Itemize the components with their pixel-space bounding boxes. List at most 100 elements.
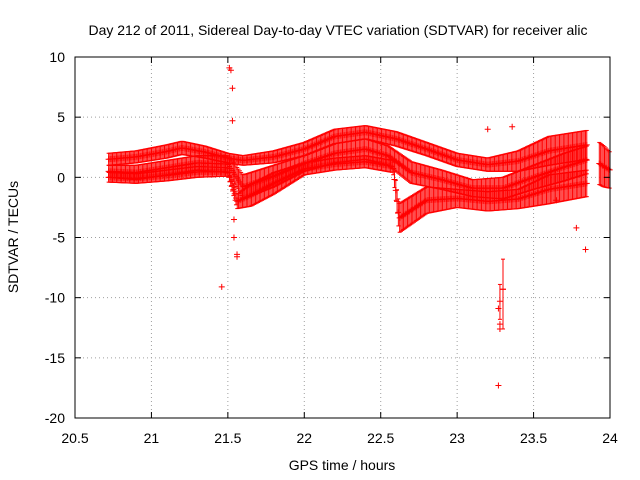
outlier-point bbox=[500, 286, 506, 293]
data-point bbox=[229, 182, 236, 189]
outlier-point bbox=[230, 216, 237, 223]
data-point bbox=[318, 138, 325, 145]
outlier-point bbox=[227, 67, 234, 74]
data-point bbox=[283, 174, 290, 181]
data-point bbox=[279, 169, 286, 176]
data-point bbox=[282, 174, 289, 181]
data-point bbox=[244, 193, 251, 200]
data-point bbox=[277, 177, 284, 184]
data-point bbox=[286, 166, 293, 173]
data-point bbox=[271, 179, 278, 186]
y-tick-label: -5 bbox=[53, 230, 66, 246]
data-point bbox=[227, 178, 234, 185]
data-point bbox=[275, 177, 282, 184]
data-point bbox=[260, 185, 267, 192]
data-point bbox=[269, 181, 276, 188]
outlier-point bbox=[496, 325, 503, 332]
data-point bbox=[301, 145, 308, 152]
data-point bbox=[308, 143, 315, 150]
data-point bbox=[291, 164, 298, 171]
x-tick-label: 22 bbox=[296, 430, 312, 446]
data-point bbox=[223, 168, 230, 175]
data-point bbox=[274, 171, 281, 178]
data-point bbox=[243, 194, 250, 201]
outlier-point bbox=[234, 253, 241, 260]
data-point bbox=[296, 162, 303, 169]
data-point bbox=[307, 143, 314, 150]
data-point bbox=[265, 183, 272, 190]
data-point bbox=[258, 186, 265, 193]
outlier-point bbox=[582, 246, 589, 253]
data-point bbox=[317, 139, 324, 146]
data-point bbox=[295, 162, 302, 169]
data-point bbox=[279, 176, 286, 183]
data-point bbox=[232, 194, 239, 201]
outlier-point bbox=[495, 382, 502, 389]
y-axis-title: SDTVAR / TECUs bbox=[5, 181, 21, 293]
x-tick-label: 23 bbox=[449, 430, 465, 446]
data-point bbox=[226, 174, 233, 181]
data-point bbox=[325, 136, 332, 143]
data-point bbox=[257, 187, 264, 194]
data-points bbox=[105, 64, 613, 389]
data-point bbox=[314, 140, 321, 147]
data-point bbox=[326, 135, 333, 142]
data-point bbox=[294, 163, 301, 170]
data-point bbox=[266, 182, 273, 189]
data-point bbox=[297, 167, 304, 174]
data-point bbox=[248, 191, 255, 198]
data-point bbox=[292, 164, 299, 171]
data-point bbox=[275, 171, 282, 178]
data-point bbox=[297, 161, 304, 168]
data-point bbox=[292, 169, 299, 176]
y-tick-label: -15 bbox=[45, 350, 65, 366]
data-point bbox=[236, 197, 243, 204]
data-point bbox=[287, 172, 294, 179]
x-tick-label: 23.5 bbox=[520, 430, 547, 446]
y-tick-label: 10 bbox=[49, 49, 65, 65]
data-point bbox=[261, 185, 268, 192]
grid bbox=[75, 57, 610, 418]
data-point bbox=[305, 144, 312, 151]
data-point bbox=[249, 191, 256, 198]
data-point bbox=[278, 176, 285, 183]
data-point bbox=[296, 168, 303, 175]
data-point bbox=[225, 169, 232, 176]
data-point bbox=[421, 198, 428, 205]
data-point bbox=[230, 186, 237, 193]
data-point bbox=[327, 135, 334, 142]
data-point bbox=[284, 173, 291, 180]
data-point bbox=[290, 171, 297, 178]
data-point bbox=[313, 141, 320, 148]
data-point bbox=[231, 190, 238, 197]
data-point bbox=[299, 166, 306, 173]
data-point bbox=[321, 137, 328, 144]
data-point bbox=[277, 170, 284, 177]
y-tick-label: -10 bbox=[45, 290, 65, 306]
data-point bbox=[270, 180, 277, 187]
data-point bbox=[390, 165, 397, 172]
data-point bbox=[320, 138, 327, 145]
data-point bbox=[274, 178, 281, 185]
data-point bbox=[294, 169, 301, 176]
data-point bbox=[255, 188, 262, 195]
data-point bbox=[583, 156, 590, 163]
data-point bbox=[407, 168, 414, 175]
data-point bbox=[253, 189, 260, 196]
data-point bbox=[240, 195, 247, 202]
data-point bbox=[303, 145, 310, 152]
data-point bbox=[282, 168, 289, 175]
data-point bbox=[234, 198, 241, 205]
data-point bbox=[262, 184, 269, 191]
data-point bbox=[288, 171, 295, 178]
data-point bbox=[322, 137, 329, 144]
data-point bbox=[283, 167, 290, 174]
outlier-point bbox=[229, 117, 236, 124]
data-point bbox=[304, 144, 311, 151]
data-point bbox=[583, 180, 590, 187]
data-point bbox=[391, 176, 398, 183]
data-point bbox=[395, 209, 402, 216]
data-point bbox=[284, 167, 291, 174]
data-point bbox=[238, 196, 245, 203]
